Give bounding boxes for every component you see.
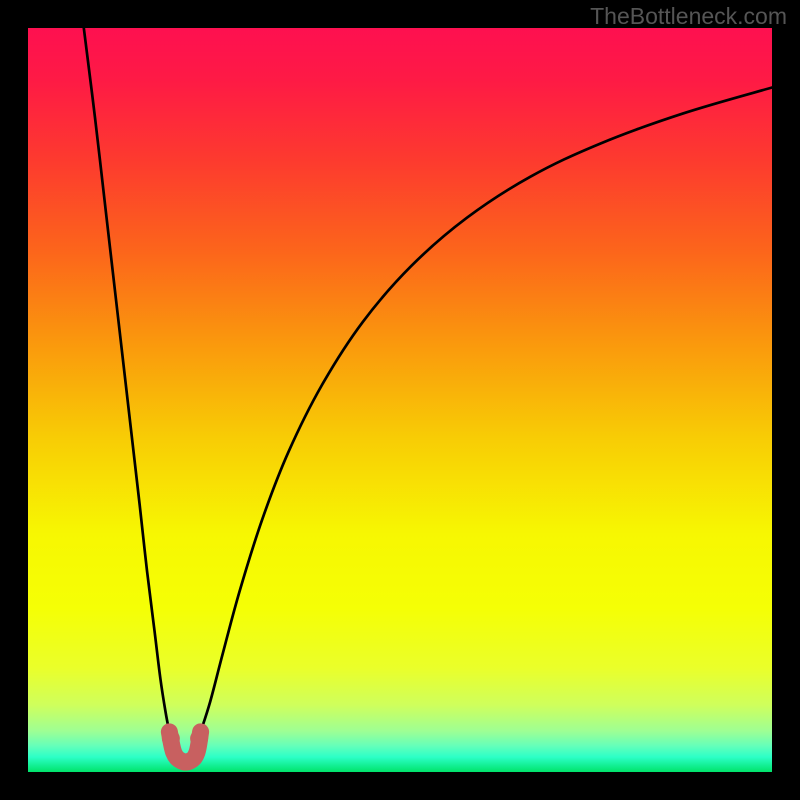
trough-lobe bbox=[162, 730, 180, 748]
curves-layer bbox=[28, 28, 772, 772]
trough-sweet-spot-marker bbox=[162, 730, 208, 762]
trough-lobe bbox=[190, 730, 208, 748]
chart-stage: TheBottleneck.com bbox=[0, 0, 800, 800]
bottleneck-curve-right bbox=[201, 88, 772, 732]
watermark-text: TheBottleneck.com bbox=[590, 3, 787, 30]
plot-area bbox=[28, 28, 772, 772]
bottleneck-curve-left bbox=[84, 28, 170, 732]
